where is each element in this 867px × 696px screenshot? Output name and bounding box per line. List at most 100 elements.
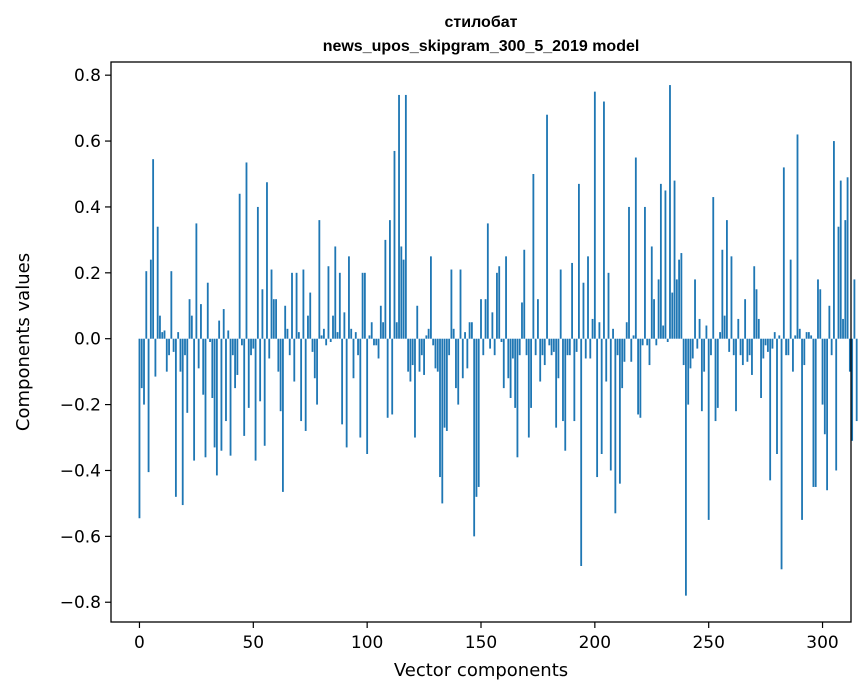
bar-303 [828, 305, 831, 339]
bar-76 [311, 338, 314, 352]
bar-275 [764, 338, 767, 346]
bar-66 [288, 338, 291, 356]
bar-297 [814, 338, 817, 487]
bar-173 [532, 174, 535, 339]
bar-234 [671, 292, 674, 339]
bar-274 [762, 338, 765, 359]
bar-9 [159, 315, 161, 339]
x-axis-label: Vector components [394, 660, 568, 681]
bar-210 [616, 338, 619, 356]
bar-136 [448, 338, 451, 356]
bar-127 [427, 328, 430, 339]
bar-135 [445, 338, 448, 431]
bar-94 [352, 338, 355, 379]
bar-47 [245, 162, 248, 339]
bar-199 [591, 318, 594, 339]
bar-31 [209, 338, 211, 342]
bar-163 [509, 338, 512, 398]
y-tick-label: 0.6 [74, 132, 101, 152]
bar-121 [414, 338, 416, 438]
bar-40 [229, 338, 232, 456]
bar-112 [393, 150, 396, 339]
bar-83 [327, 266, 330, 339]
bar-296 [812, 338, 815, 487]
bar-114 [398, 94, 400, 339]
bar-130 [434, 338, 437, 369]
bar-211 [618, 338, 621, 484]
bar-195 [582, 282, 585, 339]
bar-226 [653, 299, 655, 339]
bar-152 [484, 299, 487, 339]
bar-82 [325, 338, 328, 346]
bar-30 [206, 282, 209, 339]
bar-197 [587, 256, 589, 339]
bar-48 [247, 338, 250, 408]
bar-154 [489, 338, 492, 349]
bar-242 [689, 338, 692, 369]
bar-193 [578, 183, 580, 339]
bar-292 [803, 338, 806, 366]
bar-55 [263, 338, 266, 446]
bar-18 [179, 338, 182, 372]
bar-62 [279, 338, 282, 412]
bar-222 [644, 206, 646, 339]
bar-78 [316, 338, 318, 405]
bar-290 [798, 328, 801, 339]
bar-11 [163, 330, 166, 339]
bar-302 [826, 338, 828, 491]
bar-166 [516, 338, 519, 458]
bar-42 [234, 338, 236, 389]
bar-29 [204, 338, 207, 458]
bar-289 [796, 134, 799, 339]
bar-116 [402, 259, 405, 339]
bar-236 [675, 279, 678, 339]
bar-309 [842, 318, 844, 339]
y-tick-label: 0.8 [74, 66, 101, 86]
bar-188 [566, 338, 569, 356]
bar-256 [721, 249, 724, 339]
bar-3 [145, 271, 148, 339]
bar-86 [334, 246, 337, 339]
bar-315 [855, 338, 858, 422]
bar-70 [297, 332, 300, 339]
x-tick-label: 150 [465, 633, 497, 653]
bar-23 [190, 315, 193, 339]
bar-148 [475, 338, 478, 497]
bar-284 [785, 338, 788, 356]
bar-221 [641, 338, 644, 346]
bar-167 [518, 338, 521, 356]
bar-273 [760, 338, 762, 398]
bar-84 [329, 338, 332, 342]
bar-158 [498, 266, 501, 339]
bar-200 [593, 91, 596, 339]
bar-138 [452, 328, 455, 339]
bar-308 [839, 180, 842, 339]
bar-253 [714, 338, 717, 422]
bar-106 [379, 305, 382, 339]
bar-99 [363, 272, 366, 339]
bar-111 [391, 338, 394, 415]
bar-257 [723, 315, 726, 339]
bar-209 [614, 338, 617, 514]
bar-189 [568, 338, 571, 356]
bar-110 [389, 220, 391, 339]
bar-198 [589, 338, 592, 359]
bar-69 [295, 272, 298, 339]
bar-126 [425, 335, 428, 339]
bar-6 [152, 159, 155, 339]
bar-81 [322, 328, 325, 339]
bar-93 [350, 328, 353, 339]
bar-61 [277, 338, 280, 372]
bar-58 [270, 269, 273, 339]
bar-96 [357, 338, 359, 356]
bar-104 [375, 338, 378, 346]
bar-133 [441, 338, 444, 504]
x-tick-label: 200 [579, 633, 611, 653]
bar-131 [436, 338, 439, 372]
bar-150 [480, 299, 482, 339]
bar-213 [623, 338, 626, 362]
bar-164 [511, 338, 514, 359]
bar-118 [407, 338, 410, 372]
bar-219 [637, 338, 640, 415]
bar-281 [778, 335, 781, 339]
